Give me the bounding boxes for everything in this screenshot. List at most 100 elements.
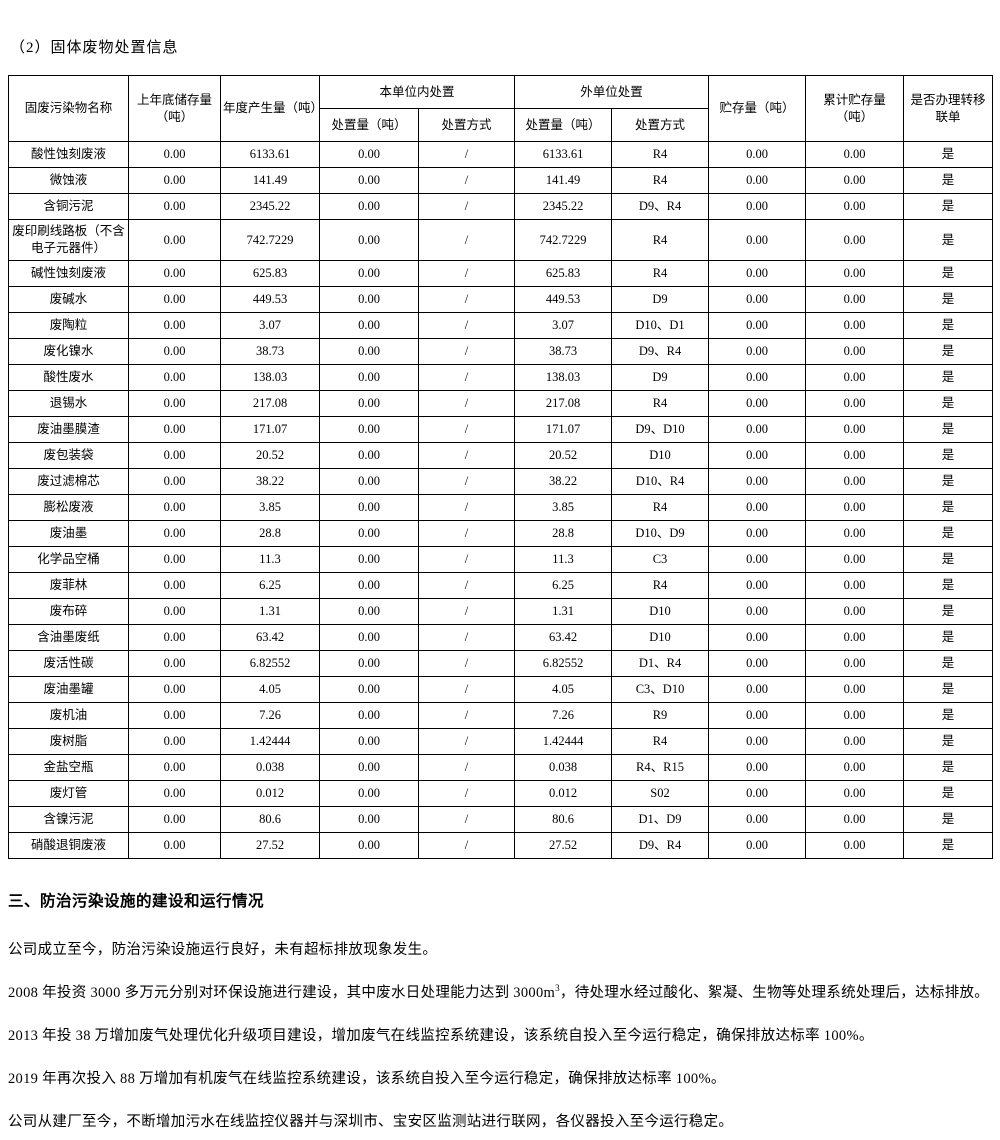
table-row: 酸性废水 0.00 138.03 0.00/138.03 D9 0.00 0.00 是 [8, 364, 994, 391]
cell-name: 废印刷线路板（不含电子元器件） [8, 219, 129, 261]
cell-name: 废布碎 [8, 598, 129, 625]
table-row: 废碱水 0.00 449.53 0.00/449.53 D9 0.00 0.00 是 [8, 286, 994, 313]
cell-external-method: D1、D9 [611, 806, 710, 833]
cell-internal-method: / [417, 494, 516, 521]
table-row: 废活性碳 0.00 6.82552 0.00/6.82552 D1、R4 0.00 0.00… [8, 650, 994, 677]
cell-internal-amount: 0.00 [319, 364, 419, 391]
cell-internal-amount: 0.00 [319, 676, 419, 703]
cell-storage: 0.00 [708, 754, 807, 781]
cell-transfer: 是 [903, 193, 994, 220]
cell-internal-method: / [417, 598, 516, 625]
cell-annual-output: 625.83 [220, 260, 320, 287]
cell-storage: 0.00 [708, 676, 807, 703]
cell-name: 废机油 [8, 702, 129, 729]
waste-table-body: 酸性蚀刻废液 0.00 6133.61 0.00/6133.61 R4 0.00 0.00 是… [8, 141, 994, 859]
cell-prev-storage: 0.00 [128, 520, 221, 547]
cell-cumulative-storage: 0.00 [805, 546, 905, 573]
cell-cumulative-storage: 0.00 [805, 728, 905, 755]
cell-transfer: 是 [903, 702, 994, 729]
cell-cumulative-storage: 0.00 [805, 780, 905, 807]
cell-external-amount: 20.52 [514, 442, 613, 469]
cell-prev-storage: 0.00 [128, 546, 221, 573]
cell-annual-output: 0.012 [220, 780, 320, 807]
cell-storage: 0.00 [708, 806, 807, 833]
cell-prev-storage: 0.00 [128, 167, 221, 194]
cell-prev-storage: 0.00 [128, 598, 221, 625]
cell-prev-storage: 0.00 [128, 260, 221, 287]
cell-annual-output: 38.73 [220, 338, 320, 365]
cell-name: 废油墨罐 [8, 676, 129, 703]
cell-transfer: 是 [903, 167, 994, 194]
cell-external-method: R4 [611, 494, 710, 521]
cell-external-amount: 171.07 [514, 416, 613, 443]
cell-annual-output: 6.82552 [220, 650, 320, 677]
cell-annual-output: 3.07 [220, 312, 320, 339]
cell-external-amount: 2345.22 [514, 193, 613, 220]
cell-external-method: R9 [611, 702, 710, 729]
cell-storage: 0.00 [708, 390, 807, 417]
cell-external-amount: 141.49 [514, 167, 613, 194]
cell-prev-storage: 0.00 [128, 676, 221, 703]
cell-external-amount: 38.22 [514, 468, 613, 495]
cell-internal-method: / [417, 141, 516, 168]
cell-transfer: 是 [903, 416, 994, 443]
table-row: 废树脂 0.00 1.42444 0.00/1.42444 R4 0.00 0.00 是 [8, 728, 994, 755]
cell-external-method: R4、R15 [611, 754, 710, 781]
cell-external-amount: 4.05 [514, 676, 613, 703]
cell-prev-storage: 0.00 [128, 754, 221, 781]
cell-transfer: 是 [903, 754, 994, 781]
cell-transfer: 是 [903, 520, 994, 547]
table-row: 废油墨膜渣 0.00 171.07 0.00/171.07 D9、D10 0.00 0.00… [8, 416, 994, 443]
cell-internal-amount: 0.00 [319, 193, 419, 220]
cell-external-method: D9、R4 [611, 832, 710, 859]
cell-name: 废包装袋 [8, 442, 129, 469]
cell-prev-storage: 0.00 [128, 312, 221, 339]
paragraph: 公司成立至今，防治污染设施运行良好，未有超标排放现象发生。 [8, 942, 438, 958]
cell-external-amount: 0.038 [514, 754, 613, 781]
cell-internal-method: / [417, 650, 516, 677]
table-row: 废灯管 0.00 0.012 0.00/0.012 S02 0.00 0.00 是 [8, 780, 994, 807]
cell-transfer: 是 [903, 390, 994, 417]
cell-internal-amount: 0.00 [319, 390, 419, 417]
cell-external-method: R4 [611, 572, 710, 599]
cell-internal-method: / [417, 546, 516, 573]
cell-storage: 0.00 [708, 624, 807, 651]
table-row: 金盐空瓶 0.00 0.038 0.00/0.038 R4、R15 0.00 0.00 是 [8, 754, 994, 781]
cell-internal-method: / [417, 754, 516, 781]
cell-transfer: 是 [903, 141, 994, 168]
cell-external-amount: 28.8 [514, 520, 613, 547]
cell-cumulative-storage: 0.00 [805, 442, 905, 469]
cell-annual-output: 0.038 [220, 754, 320, 781]
cell-transfer: 是 [903, 728, 994, 755]
header-internal-method: 处置方式 [417, 108, 516, 142]
cell-name: 微蚀液 [8, 167, 129, 194]
cell-prev-storage: 0.00 [128, 650, 221, 677]
header-external-amount: 处置量（吨） [514, 108, 613, 142]
table-row: 含油墨废纸 0.00 63.42 0.00/63.42 D10 0.00 0.00 是 [8, 624, 994, 651]
cell-annual-output: 20.52 [220, 442, 320, 469]
cell-external-amount: 38.73 [514, 338, 613, 365]
cell-cumulative-storage: 0.00 [805, 572, 905, 599]
cell-external-method: R4 [611, 728, 710, 755]
table-row: 废印刷线路板（不含电子元器件） 0.00 742.7229 0.00/742.7229… [8, 219, 994, 261]
cell-cumulative-storage: 0.00 [805, 702, 905, 729]
cell-annual-output: 1.31 [220, 598, 320, 625]
cell-internal-method: / [417, 219, 516, 261]
cell-storage: 0.00 [708, 702, 807, 729]
cell-cumulative-storage: 0.00 [805, 260, 905, 287]
cell-storage: 0.00 [708, 546, 807, 573]
cell-cumulative-storage: 0.00 [805, 598, 905, 625]
cell-annual-output: 63.42 [220, 624, 320, 651]
cell-storage: 0.00 [708, 193, 807, 220]
table-row: 膨松废液 0.00 3.85 0.00/3.85 R4 0.00 0.00 是 [8, 494, 994, 521]
cell-transfer: 是 [903, 546, 994, 573]
cell-external-method: D10、D1 [611, 312, 710, 339]
cell-external-method: D9 [611, 364, 710, 391]
cell-cumulative-storage: 0.00 [805, 754, 905, 781]
cell-external-amount: 6.82552 [514, 650, 613, 677]
cell-prev-storage: 0.00 [128, 286, 221, 313]
cell-cumulative-storage: 0.00 [805, 286, 905, 313]
cell-external-method: R4 [611, 219, 710, 261]
cell-internal-amount: 0.00 [319, 624, 419, 651]
cell-external-amount: 449.53 [514, 286, 613, 313]
